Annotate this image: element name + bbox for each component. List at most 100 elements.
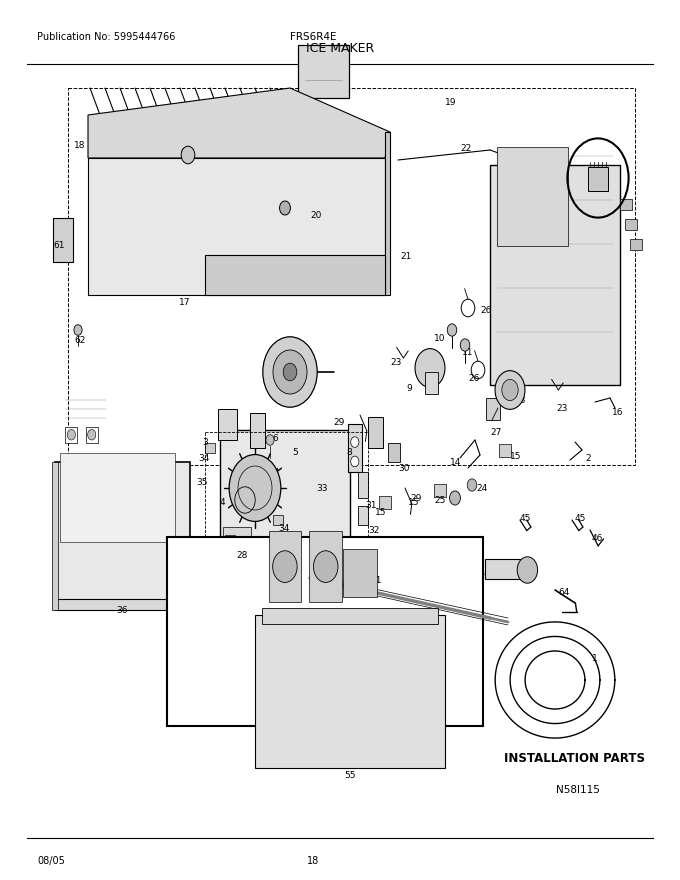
Bar [343, 549, 377, 598]
Text: 18: 18 [307, 855, 319, 866]
Text: 45: 45 [575, 514, 586, 523]
Text: 26: 26 [468, 373, 479, 383]
Bar [61, 453, 175, 542]
Text: 34: 34 [278, 524, 290, 532]
Bar [424, 372, 438, 394]
Text: 28: 28 [237, 551, 248, 560]
Text: 1: 1 [592, 654, 598, 663]
Bar [250, 413, 265, 448]
Text: 32: 32 [368, 525, 379, 534]
Circle shape [88, 429, 96, 440]
Circle shape [67, 429, 75, 440]
Circle shape [351, 456, 359, 466]
Circle shape [262, 337, 317, 407]
Text: 14: 14 [450, 458, 461, 466]
Circle shape [467, 479, 477, 491]
Text: 45: 45 [520, 514, 531, 523]
Text: 15: 15 [510, 451, 522, 460]
Text: 08/05: 08/05 [37, 855, 65, 866]
Text: 35: 35 [197, 478, 208, 487]
Circle shape [74, 325, 82, 335]
Circle shape [415, 348, 445, 387]
Circle shape [495, 370, 525, 409]
Circle shape [460, 339, 470, 351]
Bar [205, 443, 215, 453]
Text: 64: 64 [558, 588, 569, 597]
Circle shape [273, 551, 297, 583]
Text: 2: 2 [585, 453, 591, 463]
Bar [358, 472, 368, 498]
Text: 42: 42 [483, 569, 495, 578]
Bar [65, 427, 78, 443]
Text: 10: 10 [434, 334, 445, 342]
Polygon shape [385, 132, 390, 295]
Bar [86, 427, 98, 443]
Text: 33: 33 [316, 483, 328, 493]
Bar [499, 444, 511, 457]
Text: 60: 60 [180, 148, 192, 157]
Bar [485, 560, 526, 579]
Polygon shape [88, 88, 390, 158]
Text: 27: 27 [490, 428, 501, 436]
Bar [588, 166, 608, 191]
Text: 15: 15 [408, 497, 420, 507]
Text: 12: 12 [594, 167, 606, 177]
Bar [368, 417, 383, 448]
Text: 11: 11 [462, 348, 473, 356]
Bar [224, 535, 235, 546]
Text: 61: 61 [54, 240, 65, 250]
Bar [205, 432, 368, 560]
Circle shape [313, 551, 338, 583]
Bar [55, 462, 190, 610]
Text: 31: 31 [365, 501, 377, 510]
Bar [255, 615, 445, 768]
Text: 8: 8 [346, 448, 352, 457]
Text: 29: 29 [410, 494, 422, 502]
Bar [220, 430, 350, 540]
Bar [167, 537, 483, 726]
Bar [218, 409, 237, 440]
Text: N58I115: N58I115 [556, 785, 600, 795]
Text: 25: 25 [435, 495, 446, 504]
Bar [52, 462, 58, 610]
Text: 29: 29 [334, 417, 345, 427]
Bar [497, 147, 568, 246]
Text: 3: 3 [202, 437, 208, 446]
Text: 16: 16 [612, 407, 624, 416]
Text: 34: 34 [268, 467, 279, 476]
Text: 9: 9 [406, 384, 412, 392]
Bar [620, 200, 632, 210]
Bar [630, 239, 642, 250]
Text: 7: 7 [265, 380, 270, 390]
Bar [379, 495, 391, 509]
Bar [298, 45, 349, 98]
Text: INSTALLATION PARTS: INSTALLATION PARTS [505, 752, 645, 765]
Polygon shape [88, 158, 385, 295]
Bar [625, 219, 637, 230]
Text: FRS6R4E: FRS6R4E [290, 32, 336, 42]
Text: 18: 18 [74, 141, 86, 150]
Circle shape [447, 324, 457, 336]
Text: 4: 4 [220, 497, 225, 507]
Bar [224, 527, 251, 558]
Circle shape [273, 350, 307, 394]
Text: 21: 21 [400, 252, 411, 260]
Text: 22: 22 [460, 143, 471, 152]
Circle shape [351, 436, 359, 447]
Text: 30: 30 [398, 464, 409, 473]
Text: 19: 19 [445, 98, 456, 106]
Text: 17: 17 [180, 297, 191, 306]
Text: 46: 46 [592, 533, 603, 542]
Text: 55: 55 [344, 771, 356, 780]
Circle shape [181, 146, 194, 164]
Bar [309, 532, 342, 602]
Bar [490, 165, 620, 385]
Circle shape [279, 201, 290, 215]
Text: 34: 34 [199, 453, 210, 463]
Text: ICE MAKER: ICE MAKER [306, 42, 374, 55]
Circle shape [266, 435, 274, 445]
Bar [262, 608, 438, 624]
Text: 24: 24 [476, 483, 488, 493]
Bar [348, 423, 362, 472]
Text: Publication No: 5995444766: Publication No: 5995444766 [37, 32, 175, 42]
